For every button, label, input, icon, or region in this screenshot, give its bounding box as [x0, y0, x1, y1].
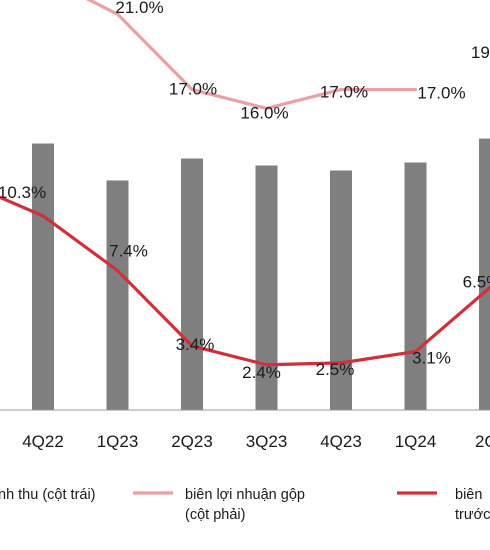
legend-label: biên lợi nhuận gộp: [185, 487, 305, 503]
x-tick-label: 1Q23: [97, 432, 139, 451]
data-labels: 23.0%21.0%17.0%16.0%17.0%17.0%19.0%10.3%…: [0, 0, 490, 382]
revenue-bar-4q23: [330, 170, 352, 410]
gross-margin-line: [85, 0, 418, 111]
legend-label: nh thu (cột trái): [0, 487, 96, 503]
gross-margin-label: 19.0%: [471, 43, 490, 62]
pretax-margin-label: 6.5%: [463, 272, 490, 291]
x-tick-label: 3Q23: [246, 432, 288, 451]
gross-margin-label: 17.0%: [169, 80, 217, 99]
revenue-bar-1q23: [106, 180, 129, 410]
legend-item: biên trước: [397, 487, 490, 523]
revenue-bar-1q24: [404, 162, 427, 410]
pretax-margin-label: 3.1%: [412, 349, 451, 368]
x-tick-label: 2Q: [475, 432, 490, 451]
gross-margin-label: 21.0%: [115, 0, 163, 17]
x-tick-label: 4Q23: [320, 432, 362, 451]
legend-item: biên lợi nhuận gộp (cột phải): [133, 487, 305, 523]
gross-margin-label: 17.0%: [320, 83, 368, 102]
legend-item: nh thu (cột trái): [0, 487, 96, 503]
revenue-bar-3q23: [255, 165, 278, 410]
x-tick-label: 1Q24: [395, 432, 437, 451]
revenue-bar-4q22: [32, 143, 54, 410]
pretax-margin-label: 10.3%: [0, 183, 46, 202]
pretax-margin-label: 7.4%: [109, 242, 148, 261]
x-axis-ticks: 4Q22 1Q23 2Q23 3Q23 4Q23 1Q24 2Q: [22, 432, 490, 451]
legend-label-line2: (cột phải): [185, 507, 245, 523]
pretax-margin-label: 2.5%: [316, 360, 355, 379]
x-tick-label: 2Q23: [171, 432, 213, 451]
legend-label-line2: trước: [455, 507, 490, 523]
x-tick-label: 4Q22: [22, 432, 64, 451]
pretax-margin-label: 2.4%: [242, 363, 281, 382]
revenue-bar-2q23: [181, 158, 203, 410]
pretax-margin-line: [0, 195, 490, 367]
pretax-margin-label: 3.4%: [176, 335, 215, 354]
revenue-bar-2q24: [479, 138, 490, 410]
line-series: [0, 0, 490, 367]
gross-margin-label: 17.0%: [417, 84, 465, 103]
legend-label: biên: [455, 487, 482, 503]
legend: nh thu (cột trái) biên lợi nhuận gộp (cột …: [0, 487, 490, 523]
gross-margin-label: 16.0%: [240, 103, 288, 122]
